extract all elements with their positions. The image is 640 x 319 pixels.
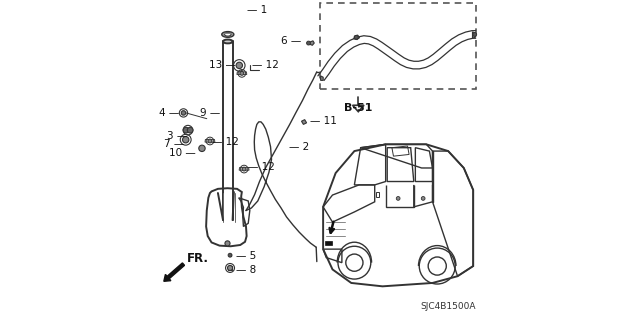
Circle shape <box>307 41 310 45</box>
Circle shape <box>428 257 446 275</box>
Text: SJC4B1500A: SJC4B1500A <box>421 302 476 311</box>
Circle shape <box>225 241 230 246</box>
Circle shape <box>199 145 205 152</box>
FancyArrow shape <box>164 263 184 281</box>
Polygon shape <box>239 167 249 170</box>
Circle shape <box>228 253 232 257</box>
Text: — 2: — 2 <box>289 142 309 152</box>
Circle shape <box>355 35 358 39</box>
Circle shape <box>421 197 425 200</box>
Ellipse shape <box>221 32 234 37</box>
Polygon shape <box>205 139 215 142</box>
Polygon shape <box>321 76 323 80</box>
Circle shape <box>227 265 232 271</box>
Circle shape <box>473 33 477 36</box>
Circle shape <box>208 139 212 143</box>
Circle shape <box>242 167 246 171</box>
Polygon shape <box>354 35 360 40</box>
Circle shape <box>188 127 193 133</box>
Text: 10 —: 10 — <box>170 148 196 158</box>
Circle shape <box>240 71 244 75</box>
Polygon shape <box>326 241 332 245</box>
Text: — 1: — 1 <box>246 5 267 15</box>
Text: — 5: — 5 <box>236 251 256 261</box>
Text: 4 —: 4 — <box>159 108 180 118</box>
Circle shape <box>183 127 189 133</box>
Polygon shape <box>301 120 307 124</box>
Text: — 12: — 12 <box>252 60 278 70</box>
Circle shape <box>396 197 400 200</box>
Circle shape <box>346 254 363 271</box>
Polygon shape <box>228 254 231 256</box>
Text: — 12: — 12 <box>212 137 239 147</box>
Polygon shape <box>472 32 476 38</box>
Text: — 8: — 8 <box>236 264 256 275</box>
Text: — 11: — 11 <box>310 116 337 126</box>
Text: 9 —: 9 — <box>200 108 220 118</box>
Text: 7 —: 7 — <box>164 139 184 149</box>
Text: FR.: FR. <box>187 252 209 265</box>
Polygon shape <box>228 266 232 270</box>
Text: B-51: B-51 <box>344 103 372 114</box>
Circle shape <box>182 137 189 143</box>
Polygon shape <box>309 41 314 45</box>
Ellipse shape <box>223 40 232 43</box>
Text: — 12: — 12 <box>248 162 275 172</box>
Ellipse shape <box>225 33 231 36</box>
Circle shape <box>181 111 186 115</box>
Polygon shape <box>353 105 364 112</box>
Text: 13 —: 13 — <box>209 60 236 70</box>
Circle shape <box>236 62 243 69</box>
Text: 6 —: 6 — <box>281 36 301 47</box>
Bar <box>320 3 476 89</box>
Text: 3 —: 3 — <box>167 130 188 141</box>
Polygon shape <box>237 72 247 75</box>
